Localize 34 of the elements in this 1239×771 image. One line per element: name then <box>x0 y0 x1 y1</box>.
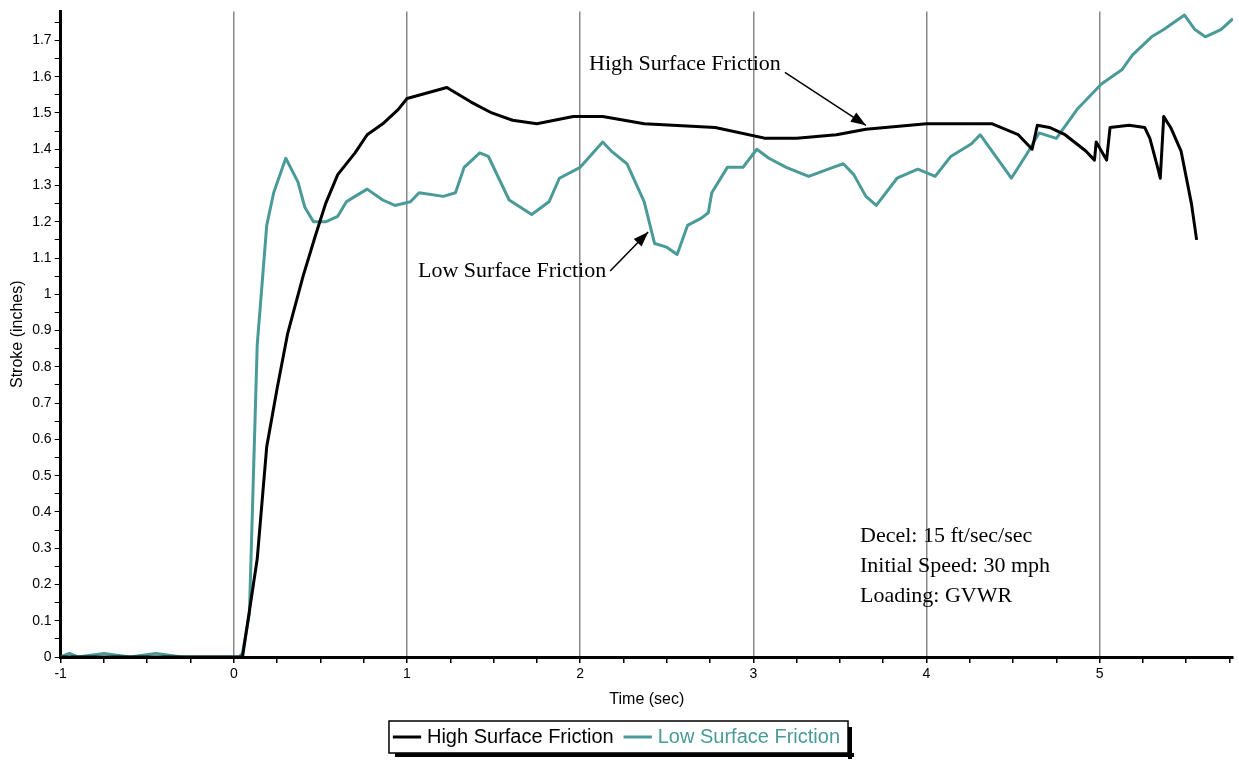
y-tick-label: 1.3 <box>32 176 52 193</box>
y-tick-label: 1.5 <box>32 103 52 120</box>
y-tick-label: 0.6 <box>32 430 52 447</box>
x-tick-label: 4 <box>922 665 931 682</box>
y-tick-label: 1 <box>43 285 52 302</box>
y-tick-label: 0.7 <box>32 393 52 410</box>
y-tick-label: 0.1 <box>32 611 52 628</box>
x-tick-label: 0 <box>229 665 238 682</box>
y-axis-title: Stroke (inches) <box>8 280 26 388</box>
annotation: Initial Speed: 30 mph <box>860 551 1051 577</box>
annotation: Low Surface Friction <box>417 256 607 282</box>
y-tick-label: 1.6 <box>32 67 52 84</box>
x-tick-label: -1 <box>54 665 68 682</box>
y-tick-label: 1.7 <box>32 31 52 48</box>
y-tick-label: 0.9 <box>32 321 52 338</box>
x-tick-label: 5 <box>1095 665 1104 682</box>
y-tick-label: 0.4 <box>32 502 52 519</box>
y-tick-label: 0.8 <box>32 357 52 374</box>
x-tick-label: 2 <box>576 665 585 682</box>
y-tick-label: 0.2 <box>32 575 52 592</box>
legend-label: High Surface Friction <box>426 724 614 747</box>
x-tick-label: 1 <box>403 665 412 682</box>
legend-label: Low Surface Friction <box>657 724 841 747</box>
y-tick-label: 1.4 <box>32 140 52 157</box>
annotation: Loading: GVWR <box>860 581 1013 607</box>
annotation: High Surface Friction <box>589 50 781 76</box>
x-axis-title: Time (sec) <box>609 689 685 707</box>
y-tick-label: 0.5 <box>32 466 52 483</box>
annotation: Decel: 15 ft/sec/sec <box>860 521 1033 547</box>
y-tick-label: 0.3 <box>32 539 52 556</box>
x-tick-label: 3 <box>749 665 758 682</box>
y-tick-label: 1.2 <box>32 212 52 229</box>
y-tick-label: 1.1 <box>32 248 52 265</box>
y-tick-label: 0 <box>43 647 52 664</box>
